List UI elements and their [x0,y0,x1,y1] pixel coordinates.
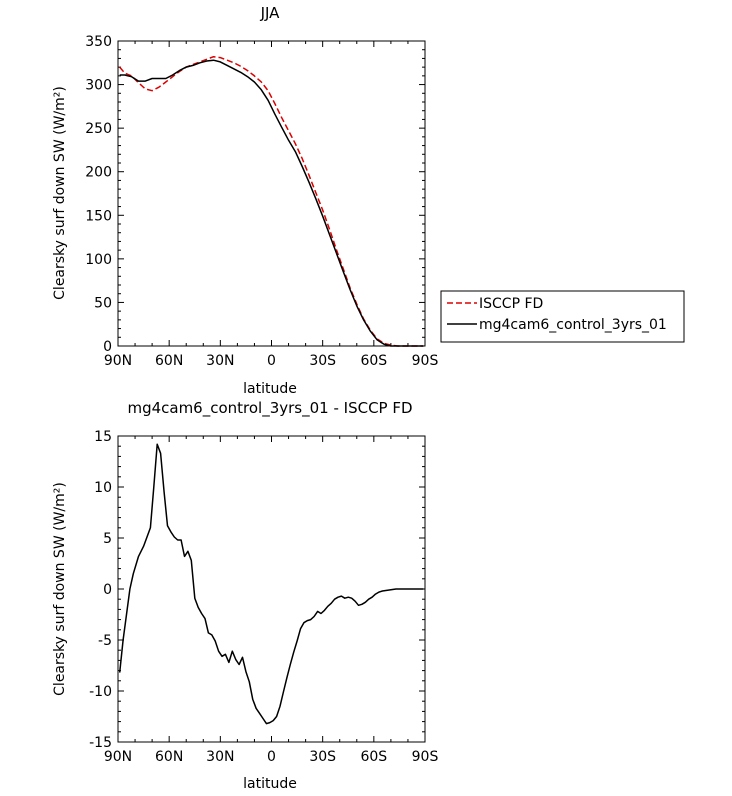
x-tick-label: 30S [309,749,336,765]
y-tick-label: 50 [94,295,112,311]
x-tick-label: 0 [267,353,276,369]
bottom-plot-frame [117,435,426,743]
y-tick-label: 200 [85,165,112,181]
x-tick-label: 90S [412,749,439,765]
y-tick-label: 300 [85,78,112,94]
y-tick-label: 10 [94,480,112,496]
x-tick-label: 60N [155,749,183,765]
x-tick-label: 60N [155,353,183,369]
x-tick-label: 0 [267,749,276,765]
series-line-0 [118,443,424,725]
top-panel: JJA 0 50 100 150 200 250 300 350 90N 60N 30N 0 30S 60… [52,4,685,397]
y-tick-label: 250 [85,121,112,137]
y-tick-label: 0 [103,582,112,598]
series-line-0 [119,55,424,347]
x-tick-label: 90N [104,353,132,369]
top-y-axis-label: Clearsky surf down SW (W/m²) [52,86,68,300]
bottom-x-axis-label: latitude [243,776,297,792]
top-legend: ISCCP FD mg4cam6_control_3yrs_01 [440,290,685,343]
y-tick-label: 100 [85,252,112,268]
bottom-chart-title: mg4cam6_control_3yrs_01 - ISCCP FD [127,399,412,418]
x-tick-label: 30N [206,353,234,369]
bottom-panel: mg4cam6_control_3yrs_01 - ISCCP FD -15-1… [52,399,438,792]
x-tick-label: 60S [360,749,387,765]
y-tick-label: -15 [89,735,112,751]
y-tick-label: 15 [94,429,112,445]
legend-label-1: mg4cam6_control_3yrs_01 [479,317,667,333]
legend-label-0: ISCCP FD [479,296,543,312]
legend-frame [440,290,685,343]
series-line-1 [119,59,424,347]
x-tick-label: 90N [104,749,132,765]
y-tick-label: -5 [98,633,112,649]
top-chart-title: JJA [260,4,281,22]
y-tick-label: 150 [85,208,112,224]
y-tick-label: 350 [85,34,112,50]
top-plot-frame [117,40,426,347]
bottom-y-axis-label: Clearsky surf down SW (W/m²) [52,482,68,696]
x-tick-label: 60S [360,353,387,369]
y-tick-label: -10 [89,684,112,700]
top-plot-area: 0 50 100 150 200 250 300 350 90N 60N 30N 0 30S 60S 90S [85,34,438,369]
x-tick-label: 30N [206,749,234,765]
bottom-plot-area: -15 -10 -5 0 5 10 15 90N 60N 30N 0 30S 60S 90S [89,429,438,765]
y-tick-label: 5 [103,531,112,547]
x-tick-label: 90S [412,353,439,369]
top-x-axis-label: latitude [243,381,297,397]
x-tick-label: 30S [309,353,336,369]
y-tick-label: 0 [103,339,112,355]
